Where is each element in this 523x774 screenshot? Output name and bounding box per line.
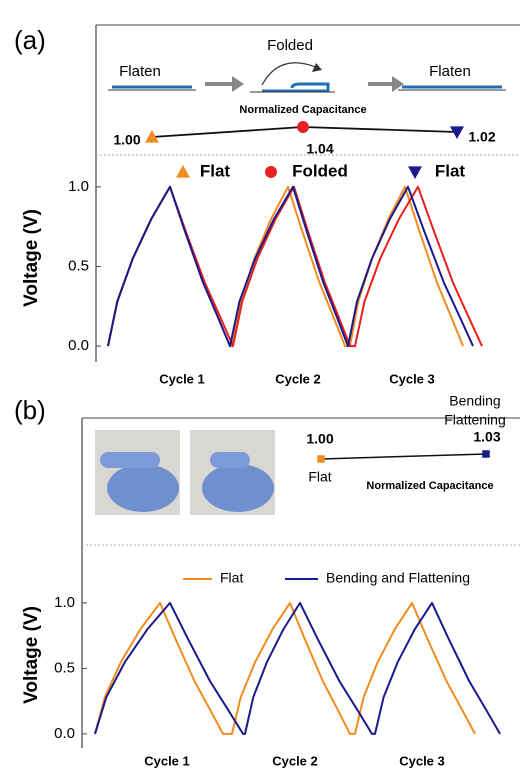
y-axis-label: Voltage (V)	[21, 209, 42, 307]
inset-value-label: 1.00	[306, 431, 333, 447]
photo-glove	[202, 464, 274, 512]
panel-label: (b)	[14, 395, 46, 425]
y-tick-label: 1.0	[54, 594, 75, 611]
inset-marker	[482, 450, 490, 458]
legend-label: Bending and Flattening	[326, 570, 470, 586]
legend-label: Folded	[292, 161, 348, 180]
legend-label: Flat	[220, 570, 243, 586]
x-tick-label: Cycle 2	[272, 753, 318, 768]
inset-point-label: Flattening	[444, 412, 505, 428]
inset-point-label: Flat	[308, 469, 331, 485]
x-tick-label: Cycle 1	[159, 371, 205, 386]
inset-title: Normalized Capacitance	[366, 480, 493, 492]
inset-point-label: Bending	[449, 393, 500, 409]
inset-title: Normalized Capacitance	[239, 104, 366, 116]
inset-marker	[317, 455, 325, 463]
photo-finger	[210, 452, 250, 468]
legend-marker	[265, 166, 277, 178]
y-tick-label: 1.0	[68, 178, 89, 195]
y-tick-label: 0.0	[68, 337, 89, 354]
inset-value-label: 1.02	[468, 129, 495, 145]
inset-value-label: 1.03	[473, 429, 500, 445]
x-tick-label: Cycle 3	[399, 753, 445, 768]
inset-value-label: 1.00	[113, 132, 140, 148]
x-tick-label: Cycle 1	[144, 753, 190, 768]
x-tick-label: Cycle 3	[389, 371, 435, 386]
panel-label: (a)	[14, 25, 46, 55]
photo-glove	[107, 464, 179, 512]
photo-finger	[100, 452, 160, 468]
background	[0, 0, 523, 774]
schematic-label: Flaten	[119, 63, 161, 80]
legend-label: Flat	[435, 161, 466, 180]
inset-value-label: 1.04	[306, 141, 333, 157]
legend-label: Flat	[200, 161, 231, 180]
schematic-label: Flaten	[429, 63, 471, 80]
y-tick-label: 0.5	[54, 659, 75, 676]
x-tick-label: Cycle 2	[275, 371, 321, 386]
y-tick-label: 0.5	[68, 257, 89, 274]
figure: (a) Voltage (V) 0.0 0.5 1.0 Cycle 1 Cycle 2 Cyc…	[0, 0, 523, 774]
inset-marker	[297, 121, 309, 133]
schematic-label: Folded	[267, 37, 313, 54]
y-tick-label: 0.0	[54, 725, 75, 742]
y-axis-label: Voltage (V)	[21, 606, 42, 704]
